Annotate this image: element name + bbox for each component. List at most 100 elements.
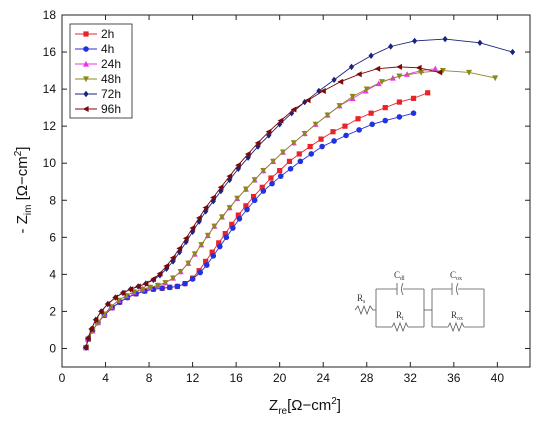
data-point-96h [88,326,94,333]
series-line-4h [85,112,414,348]
data-point-96h [436,69,443,76]
data-point-96h [82,344,89,351]
data-point-4h [369,121,375,128]
rs-resistor-shape [354,304,376,316]
data-point-4h [277,173,284,179]
data-point-48h [336,103,343,109]
y-tick-label: 18 [43,8,57,22]
legend-item-2h: 2h [75,27,114,41]
data-point-48h [218,214,225,221]
rt-resistor-shape [391,321,409,333]
series-72h [83,35,516,351]
data-point-4h [236,215,243,222]
data-point-96h [244,150,251,157]
data-point-72h [388,43,394,50]
data-point-96h [202,204,209,211]
series-line-24h [85,68,436,348]
data-point-4h [410,110,417,116]
data-point-48h [324,112,331,119]
data-point-48h [312,121,319,128]
y-tick-label: 2 [49,304,56,318]
legend-item-4h: 4h [75,42,114,56]
data-point-48h [147,284,154,291]
data-point-96h [112,294,118,301]
cdl-capacitor-plate-curved [401,282,404,296]
data-point-4h [287,165,294,172]
legend-label: 4h [101,42,114,56]
data-point-4h [210,253,217,259]
data-point-2h [250,193,257,200]
data-point-48h [185,260,192,267]
data-point-96h [265,128,272,135]
x-tick-label: 16 [229,371,243,385]
data-point-4h [308,151,315,157]
series-96h [82,63,443,351]
series-line-72h [85,38,513,348]
data-point-4h [260,188,267,194]
data-point-24h [432,65,439,72]
data-point-2h [330,129,336,135]
data-point-4h [189,276,196,282]
data-point-72h [442,35,448,43]
data-point-2h [243,203,249,209]
data-point-96h [142,280,149,287]
equivalent-circuit-diagram: Rs Cdl Rt Cox Rox [354,270,485,333]
data-point-4h [251,197,258,204]
data-point-4h [174,283,181,290]
cdl-label: Cdl [394,270,405,282]
data-point-96h [182,235,189,242]
data-point-4h [331,138,337,144]
data-point-72h [266,132,272,139]
legend-marker [83,60,89,67]
data-point-72h [368,52,374,59]
data-point-4h [297,158,304,165]
data-point-2h [203,258,209,264]
data-point-4h [159,285,165,292]
data-point-96h [277,117,284,124]
data-point-96h [235,162,241,169]
data-point-72h [477,39,483,46]
y-tick-label: 8 [49,193,56,207]
data-point-72h [509,48,516,56]
data-point-72h [316,87,322,95]
data-point-96h [104,301,111,308]
x-tick-label: 24 [317,371,331,385]
data-point-2h [229,221,235,227]
data-point-96h [195,214,202,221]
data-point-48h [492,75,499,82]
data-point-2h [342,123,348,129]
legend-marker [83,76,89,83]
y-tick-label: 4 [49,267,56,281]
y-tick-label: 0 [49,341,56,355]
data-point-4h [230,225,236,231]
data-point-4h [319,143,325,150]
data-point-2h [286,158,293,164]
series-4h [83,110,417,351]
legend-label: 96h [101,102,121,116]
data-point-96h [320,87,326,94]
data-point-48h [349,93,356,100]
data-point-48h [198,242,205,248]
data-point-48h [363,86,370,93]
legend-item-24h: 24h [75,57,121,71]
x-tick-label: 0 [59,371,66,385]
data-point-96h [84,335,91,342]
data-point-96h [156,270,163,277]
data-point-48h [204,232,211,239]
data-point-2h [259,184,265,190]
rs-label: Rs [357,293,366,305]
data-point-72h [289,109,295,117]
data-point-2h [355,116,361,122]
data-point-96h [127,286,134,293]
data-point-2h [277,168,283,174]
data-point-96h [176,245,183,252]
data-point-48h [211,223,218,230]
legend-item-96h: 96h [75,102,121,116]
data-point-96h [150,276,157,282]
legend-marker [82,106,89,112]
data-point-48h [191,251,198,258]
data-point-4h [269,180,275,187]
series-2h [83,90,431,351]
